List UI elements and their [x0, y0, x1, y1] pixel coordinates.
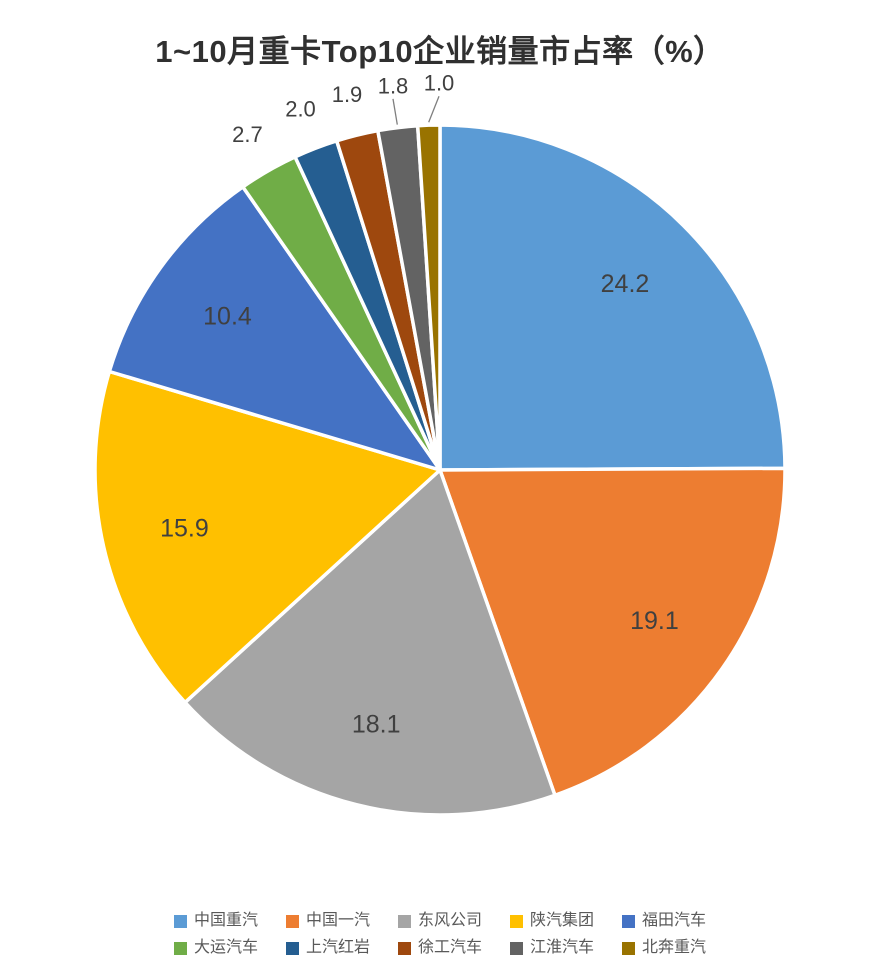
legend-label: 徐工汽车: [417, 939, 482, 956]
slice-value-label: 15.9: [160, 515, 209, 543]
pie-slice: [107, 185, 442, 472]
legend-swatch: [622, 914, 636, 928]
legend-label: 江淮汽车: [530, 939, 595, 956]
legend-swatch: [622, 941, 636, 955]
legend-label: 大运汽车: [193, 939, 258, 956]
legend-label: 北奔重汽: [642, 939, 707, 956]
chart-title: 1~10月重卡Top10企业销量市占率（%）: [155, 34, 725, 69]
legend-swatch: [510, 914, 523, 928]
legend-item: 徐工汽车: [397, 939, 482, 956]
legend-swatch: [173, 914, 187, 928]
legend-item: 福田汽车: [622, 913, 706, 929]
legend-swatch: [285, 941, 299, 955]
slice-value-label: 1.9: [332, 82, 363, 107]
legend-item: 大运汽车: [173, 939, 258, 956]
pie-slice: [93, 369, 442, 705]
legend-label: 东风公司: [417, 912, 482, 929]
legend-swatch: [173, 941, 187, 955]
slice-value-label: 1.8: [378, 73, 409, 98]
legend-label: 上汽红岩: [305, 939, 370, 956]
pie-slice: [183, 468, 557, 817]
legend-swatch: [285, 914, 299, 928]
slice-value-label: 2.0: [285, 97, 316, 122]
slice-value-label: 1.0: [424, 71, 455, 96]
legend-label: 福田汽车: [642, 912, 707, 929]
legend-swatch: [510, 941, 523, 955]
legend-label: 中国一汽: [305, 912, 370, 929]
slice-value-label: 24.2: [601, 270, 650, 298]
legend-item: 上汽红岩: [285, 939, 370, 956]
legend-item: 东风公司: [397, 912, 482, 929]
legend-row: 中国重汽 中国一汽 东风公司 陕汽集团 福田汽车: [173, 912, 706, 929]
legend-row: 大运汽车 上汽红岩 徐工汽车 江淮汽车 北奔重汽: [173, 939, 706, 956]
pie-slice: [438, 123, 787, 472]
chart-legend: 中国重汽 中国一汽 东风公司 陕汽集团 福田汽车大运汽车 上汽红岩 徐工汽车 江淮汽车 北奔重汽: [0, 913, 880, 956]
slice-value-label: 19.1: [630, 607, 679, 635]
pie-slice: [415, 123, 442, 472]
legend-label: 陕汽集团: [530, 912, 595, 929]
legend-label: 中国重汽: [193, 912, 258, 929]
legend-item: 陕汽集团: [510, 913, 594, 929]
legend-item: 江淮汽车: [510, 940, 594, 956]
legend-item: 中国一汽: [285, 912, 370, 929]
slice-value-label: 18.1: [352, 710, 401, 738]
label-leader-line: [392, 98, 398, 125]
label-leader-line: [428, 95, 440, 123]
legend-swatch: [397, 914, 411, 928]
slice-value-label: 10.4: [203, 302, 252, 330]
legend-swatch: [397, 941, 411, 955]
legend-item: 北奔重汽: [622, 940, 706, 956]
slice-value-label: 2.7: [232, 122, 263, 147]
legend-item: 中国重汽: [173, 912, 258, 929]
